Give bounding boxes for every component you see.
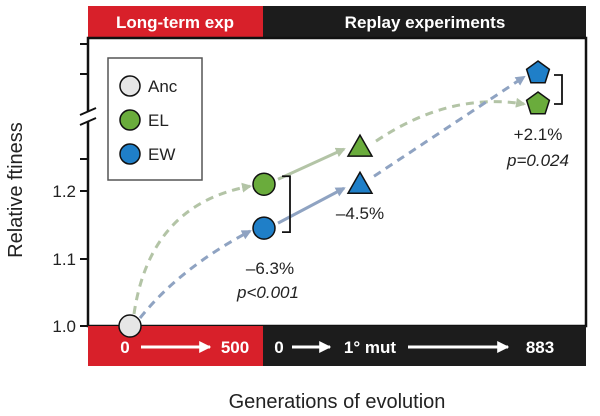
axis-break-gap xyxy=(80,112,94,121)
header-left-bar xyxy=(88,6,263,38)
annotation-gen883-pct: +2.1% xyxy=(514,125,563,144)
point-ew-mut1 xyxy=(346,170,374,194)
xbar-right-end: 883 xyxy=(526,338,554,357)
header-left-label: Long-term exp xyxy=(116,13,234,32)
path-anc-to-ew xyxy=(138,229,252,319)
point-el-mut1 xyxy=(346,133,374,157)
path-el-to-mut xyxy=(277,147,346,181)
annotation-gen500-pct: –6.3% xyxy=(246,259,294,278)
header-right-bar xyxy=(263,6,586,38)
annotation-gen500-p: p<0.001 xyxy=(236,283,299,302)
ytick-label-2: 1.1 xyxy=(52,250,76,269)
xbar-right-mid: 1° mut xyxy=(344,338,396,357)
point-el-gen883 xyxy=(525,91,551,115)
annotation-gen883-p: p=0.024 xyxy=(506,151,569,170)
xbar-left-end: 500 xyxy=(221,338,249,357)
header-right-label: Replay experiments xyxy=(345,13,506,32)
path-el-mut-to-883 xyxy=(375,97,526,143)
legend-label-anc: Anc xyxy=(148,77,178,96)
point-el-gen500 xyxy=(252,172,276,196)
point-ew-gen500 xyxy=(252,216,276,240)
point-ew-gen883 xyxy=(525,60,551,84)
bracket-gen500 xyxy=(282,175,291,234)
annotation-mut1-pct: –4.5% xyxy=(336,204,384,223)
axis-break-mark-1 xyxy=(79,107,97,116)
xbar-left-start: 0 xyxy=(120,338,129,357)
xbar-right-start: 0 xyxy=(274,338,283,357)
x-axis-label: Generations of evolution xyxy=(229,391,446,413)
ytick-label-3: 1.2 xyxy=(52,182,76,201)
path-ew-mut-to-883 xyxy=(373,75,526,178)
y-axis-label: Relative ftiness xyxy=(5,122,27,258)
bracket-gen883 xyxy=(554,74,563,105)
path-anc-to-el xyxy=(132,182,252,315)
legend-marker-ew xyxy=(119,143,141,165)
legend-marker-el xyxy=(119,109,141,131)
point-anc-gen0 xyxy=(118,314,142,338)
legend-marker-anc xyxy=(119,75,141,97)
axis-break-mark-2 xyxy=(79,117,97,126)
path-ew-to-mut xyxy=(277,186,346,225)
ytick-label-1: 1.0 xyxy=(52,317,76,336)
legend-label-el: EL xyxy=(148,111,169,130)
legend-label-ew: EW xyxy=(148,145,175,164)
